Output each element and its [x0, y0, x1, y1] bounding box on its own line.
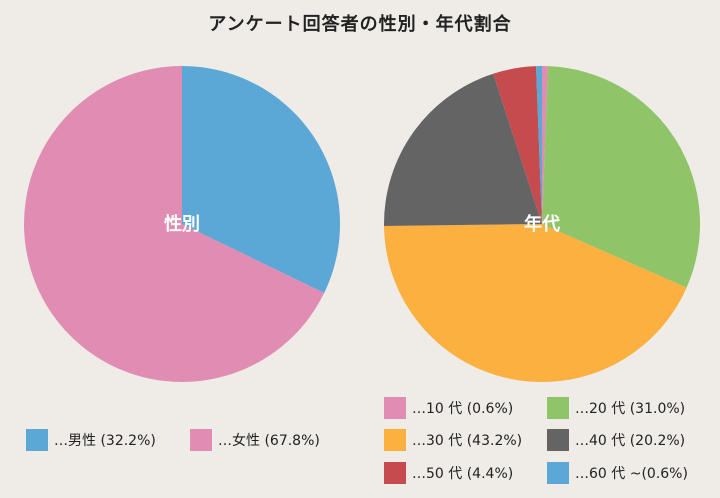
age-slice-3 — [383, 73, 542, 226]
legend-item-10s: …10 代 (0.6%) — [384, 397, 513, 419]
age-slice-0 — [542, 65, 548, 224]
age-slice-4 — [493, 66, 542, 224]
legend-swatch-20s — [547, 397, 569, 419]
legend-label-20s: …20 代 (31.0%) — [575, 401, 686, 417]
legend-item-50s: …50 代 (4.4%) — [384, 462, 513, 484]
gender-center-label: 性別 — [164, 213, 200, 235]
legend-label-60s: …60 代 ~(0.6%) — [575, 466, 688, 482]
legend-label-40s: …40 代 (20.2%) — [575, 433, 686, 449]
legend-swatch-male — [26, 429, 48, 451]
legend-item-60s: …60 代 ~(0.6%) — [547, 462, 688, 484]
legend-label-female: …女性 (67.8%) — [218, 433, 320, 449]
legend-swatch-30s — [384, 429, 406, 451]
age-slice-2 — [384, 224, 687, 383]
gender-pie: 性別 — [24, 66, 341, 383]
legend-item-40s: …40 代 (20.2%) — [547, 429, 685, 451]
legend-swatch-50s — [384, 462, 406, 484]
legend-label-50s: …50 代 (4.4%) — [412, 466, 514, 482]
age-pie: 年代 — [383, 65, 701, 383]
legend-swatch-40s — [547, 429, 569, 451]
gender-slice-1 — [24, 66, 325, 383]
legend-item-male: …男性 (32.2%) — [26, 429, 156, 451]
age-slice-1 — [542, 66, 701, 288]
legend-item-30s: …30 代 (43.2%) — [384, 429, 522, 451]
age-center-label: 年代 — [524, 213, 560, 235]
legend-swatch-10s — [384, 397, 406, 419]
legend-label-30s: …30 代 (43.2%) — [412, 433, 523, 449]
legend-swatch-female — [190, 429, 212, 451]
age-slice-5 — [536, 65, 542, 224]
legend-item-20s: …20 代 (31.0%) — [547, 397, 685, 419]
gender-slice-0 — [182, 66, 341, 294]
legend-item-female: …女性 (67.8%) — [190, 429, 320, 451]
legend-swatch-60s — [547, 462, 569, 484]
chart-title: アンケート回答者の性別・年代割合 — [208, 14, 512, 35]
legend-label-male: …男性 (32.2%) — [54, 433, 156, 449]
legend-label-10s: …10 代 (0.6%) — [412, 401, 514, 417]
